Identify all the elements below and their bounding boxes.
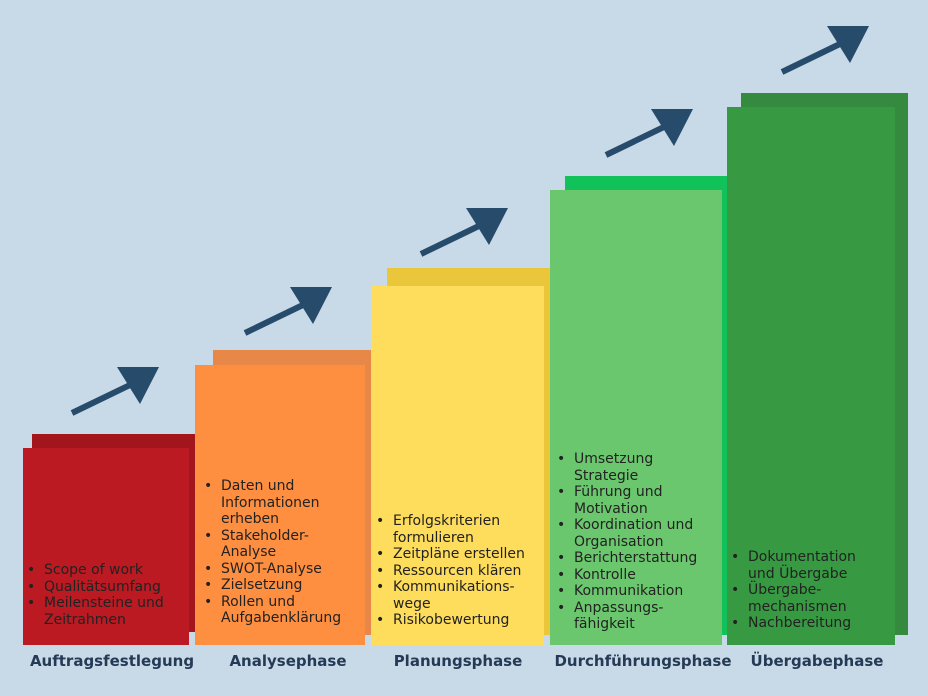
- phase-1-label: Auftragsfestlegung: [29, 652, 195, 670]
- phase-2-label: Analysephase: [229, 652, 347, 670]
- list-item: Scope of work: [22, 562, 190, 579]
- phase-5-list: Dokumentation und Übergabe Übergabe-mech…: [726, 549, 886, 632]
- arrow-up-right-icon: [70, 367, 159, 416]
- phase-5-label: Übergabephase: [750, 652, 884, 670]
- list-item: Stakeholder-Analyse: [199, 528, 349, 561]
- list-item: Rollen und Aufgabenklärung: [199, 594, 349, 627]
- list-item: Qualitätsumfang: [22, 579, 190, 596]
- list-item: Koordination und Organisation: [552, 517, 720, 550]
- phase-4-label: Durchführungsphase: [554, 652, 732, 670]
- list-item: Anpassungs-fähigkeit: [552, 600, 720, 633]
- list-item: Daten und Informationen erheben: [199, 478, 349, 528]
- list-item: Ressourcen klären: [371, 563, 531, 580]
- list-item: Berichterstattung: [552, 550, 720, 567]
- arrow-up-right-icon: [780, 26, 869, 75]
- phase-4-list: Umsetzung Strategie Führung und Motivati…: [552, 451, 720, 633]
- phase-1-list: Scope of work Qualitätsumfang Meilenstei…: [22, 562, 190, 628]
- list-item: Zielsetzung: [199, 577, 349, 594]
- list-item: Meilensteine und Zeitrahmen: [22, 595, 190, 628]
- list-item: Risikobewertung: [371, 612, 531, 629]
- list-item: Nachbereitung: [726, 615, 886, 632]
- list-item: Dokumentation und Übergabe: [726, 549, 886, 582]
- list-item: Umsetzung Strategie: [552, 451, 720, 484]
- arrow-up-right-icon: [604, 109, 693, 158]
- list-item: Kommunikations-wege: [371, 579, 531, 612]
- list-item: SWOT-Analyse: [199, 561, 349, 578]
- arrow-up-right-icon: [419, 208, 508, 257]
- list-item: Kontrolle: [552, 567, 720, 584]
- list-item: Kommunikation: [552, 583, 720, 600]
- list-item: Übergabe-mechanismen: [726, 582, 886, 615]
- arrow-up-right-icon: [243, 287, 332, 336]
- list-item: Erfolgskriterien formulieren: [371, 513, 531, 546]
- phase-2-list: Daten und Informationen erheben Stakehol…: [199, 478, 349, 627]
- list-item: Zeitpläne erstellen: [371, 546, 531, 563]
- list-item: Führung und Motivation: [552, 484, 720, 517]
- phase-3-list: Erfolgskriterien formulieren Zeitpläne e…: [371, 513, 531, 629]
- phase-3-label: Planungsphase: [393, 652, 523, 670]
